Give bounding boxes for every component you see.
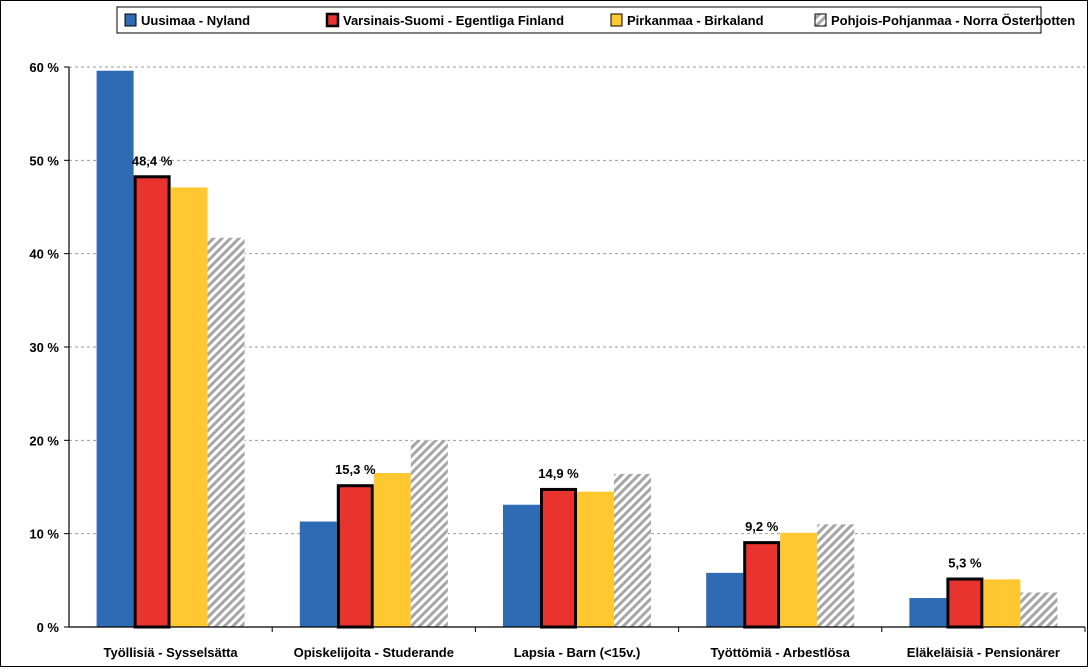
bar-4-5 [1020,592,1058,627]
bar-3-5 [983,579,1021,627]
x-tick-label: Työttömiä - Arbestlösa [710,645,850,660]
bar-3-3 [577,491,614,627]
bar-2-3 [540,487,577,629]
bar-4-2 [410,440,448,627]
y-tick-label: 10 % [29,527,59,542]
data-label: 14,9 % [538,466,579,481]
legend-label: Pirkanmaa - Birkaland [627,13,764,28]
bar-2-5 [946,577,984,629]
bar-1-3 [503,504,540,627]
x-tick-label: Työllisiä - Sysselsätta [104,645,239,660]
legend-swatch [124,13,137,27]
legend: Uusimaa - Nyland Varsinais-Suomi - Egentl… [116,6,1075,34]
legend-swatch [610,13,623,27]
x-tick-label: Lapsia - Barn (<15v.) [514,645,641,660]
data-labels: 48,4 % 15,3 % 14,9 % 9,2 % 5,3 % [132,153,982,570]
legend-swatch [325,12,340,28]
bar-1-1 [96,70,134,627]
y-tick-label: 50 % [29,153,59,168]
data-label: 9,2 % [745,519,779,534]
x-tick-label: Opiskelijoita - Studerande [294,645,454,660]
legend-label: Varsinais-Suomi - Egentliga Finland [343,13,564,28]
bar-4-1 [207,237,245,628]
y-tick-label: 40 % [29,247,59,262]
axes: 0 % 10 % 20 % 30 % 40 % 50 % 60 % Työllisiä - S… [29,60,1086,660]
y-tick-label: 60 % [29,60,59,75]
y-tick-label: 0 % [37,620,60,635]
bar-3-1 [170,187,208,627]
x-tick-label: Eläkeläisiä - Pensionärer [907,645,1060,660]
y-tick-label: 20 % [29,433,59,448]
bar-2-1 [133,175,171,629]
bar-2-4 [743,541,781,629]
bar-1-4 [706,572,744,627]
data-label: 15,3 % [335,462,376,477]
bar-1-2 [299,521,337,627]
legend-label: Uusimaa - Nyland [141,13,250,28]
bar-3-2 [373,473,411,627]
bar-1-5 [909,598,947,627]
legend-box [116,6,1042,34]
bar-2-2 [336,484,374,629]
legend-label: Pohjois-Pohjanmaa - Norra Österbotten [831,13,1075,28]
data-label: 48,4 % [132,153,173,168]
y-tick-label: 30 % [29,340,59,355]
bar-4-4 [817,524,855,627]
bar-4-3 [614,473,651,627]
bars [96,70,1058,629]
legend-swatch [814,13,827,27]
bar-3-4 [780,532,818,627]
data-label: 5,3 % [948,556,982,571]
